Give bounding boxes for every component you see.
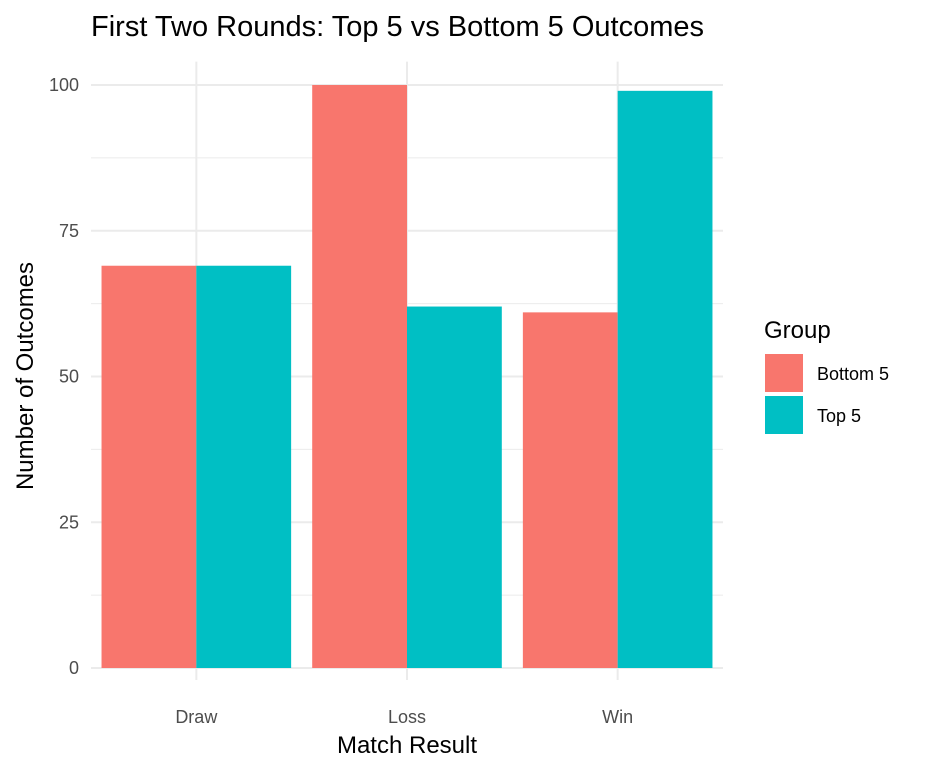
x-tick-label: Draw xyxy=(175,707,218,727)
y-tick-label: 25 xyxy=(59,512,79,532)
bar xyxy=(617,90,713,668)
y-axis-ticks: 0 25 50 75 100 xyxy=(49,75,79,678)
y-tick-label: 0 xyxy=(69,658,79,678)
legend-label: Bottom 5 xyxy=(817,364,889,384)
bar xyxy=(522,312,618,668)
chart-title: First Two Rounds: Top 5 vs Bottom 5 Outc… xyxy=(91,11,704,43)
y-tick-label: 75 xyxy=(59,221,79,241)
y-tick-label: 100 xyxy=(49,75,79,95)
legend-label: Top 5 xyxy=(817,406,861,426)
bars xyxy=(101,85,713,668)
bar xyxy=(312,85,407,668)
legend-items: Bottom 5 Top 5 xyxy=(765,354,889,434)
x-tick-label: Loss xyxy=(388,707,426,727)
bar xyxy=(101,265,197,668)
x-axis-title: Match Result xyxy=(337,732,477,759)
y-tick-label: 50 xyxy=(59,367,79,387)
legend-swatch xyxy=(765,354,803,392)
legend-swatch xyxy=(765,396,803,434)
x-axis-ticks: Draw Loss Win xyxy=(175,707,633,727)
bar xyxy=(407,306,502,668)
y-axis-title: Number of Outcomes xyxy=(12,262,39,490)
x-tick-label: Win xyxy=(602,707,633,727)
legend-title: Group xyxy=(764,317,831,344)
bar xyxy=(196,265,292,668)
legend: Group Bottom 5 Top 5 xyxy=(764,317,889,434)
